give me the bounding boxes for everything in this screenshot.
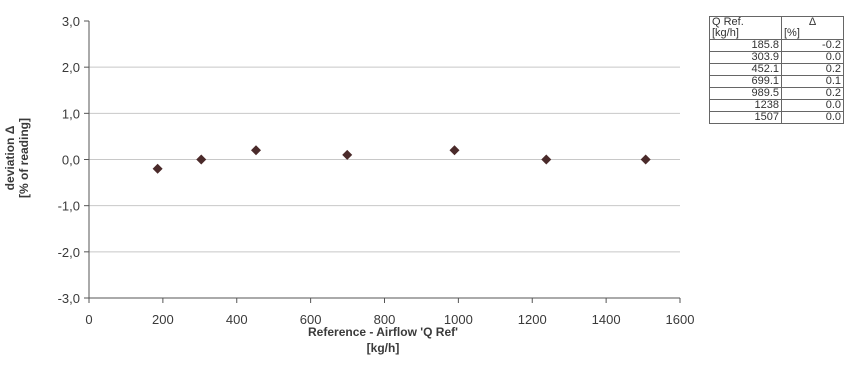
header-delta-name: Δ	[808, 16, 817, 28]
x-tick-label: 200	[152, 312, 174, 327]
data-point-diamond	[640, 154, 651, 165]
y-tick-labels: 3,0 2,0 1,0 0,0 -1,0 -2,0 -3,0	[58, 14, 80, 306]
y-tick-label: -3,0	[58, 291, 80, 306]
table-row: 699.1 0.1	[709, 75, 844, 88]
table-header: Q Ref. [kg/h] Δ [%]	[709, 16, 844, 40]
cell-delta: 0.2	[781, 87, 844, 100]
y-tick-label: -2,0	[58, 245, 80, 260]
cell-delta: 0.1	[781, 75, 844, 88]
cell-q-ref: 185.8	[709, 39, 782, 52]
cell-q-ref: 1238	[709, 99, 782, 112]
data-point-diamond	[250, 145, 261, 156]
header-q-ref-unit: [kg/h]	[712, 27, 739, 39]
header-q-ref-name: Q Ref.	[712, 16, 744, 28]
x-tick-label: 0	[85, 312, 92, 327]
y-axis-title: deviation Δ	[3, 125, 17, 190]
data-table: Q Ref. [kg/h] Δ [%] 185.8 -0.2 303.9 0.0 452…	[709, 16, 844, 124]
cell-q-ref: 989.5	[709, 87, 782, 100]
table-row: 452.1 0.2	[709, 63, 844, 76]
cell-q-ref: 1507	[709, 111, 782, 124]
cell-delta: 0.0	[781, 99, 844, 112]
x-tick-label: 600	[300, 312, 322, 327]
data-table-container: Q Ref. [kg/h] Δ [%] 185.8 -0.2 303.9 0.0 452…	[709, 16, 848, 124]
x-tick-label: 1000	[444, 312, 473, 327]
table-row: 185.8 -0.2	[709, 39, 844, 52]
cell-delta: -0.2	[781, 39, 844, 52]
cell-delta: 0.0	[781, 51, 844, 64]
y-tick-label: 1,0	[62, 106, 80, 121]
header-q-ref: Q Ref. [kg/h]	[709, 16, 782, 40]
scatter-chart: 3,0 2,0 1,0 0,0 -1,0 -2,0 -3,0 0 200 400 600 800 10…	[3, 14, 694, 355]
y-tick-label: -1,0	[58, 199, 80, 214]
table-body: 185.8 -0.2 303.9 0.0 452.1 0.2 699.1 0.1 989.5 0.…	[709, 39, 844, 124]
data-point-diamond	[152, 163, 163, 174]
x-axis-unit: [kg/h]	[367, 341, 400, 355]
data-point-diamond	[541, 154, 552, 165]
x-tick-labels: 0 200 400 600 800 1000 1200 1400 1600	[85, 312, 694, 327]
gridlines	[89, 66, 680, 253]
header-delta: Δ [%]	[781, 16, 844, 40]
cell-q-ref: 303.9	[709, 51, 782, 64]
table-row: 303.9 0.0	[709, 51, 844, 64]
data-point-diamond	[449, 145, 460, 156]
x-tick-label: 800	[374, 312, 396, 327]
data-points	[152, 145, 651, 174]
table-row: 989.5 0.2	[709, 87, 844, 100]
x-tick-label: 1600	[666, 312, 695, 327]
header-delta-unit: [%]	[784, 27, 800, 39]
y-tick-label: 3,0	[62, 14, 80, 29]
table-row: 1507 0.0	[709, 111, 844, 124]
x-axis-title: Reference - Airflow 'Q Ref'	[308, 325, 458, 339]
data-point-diamond	[342, 149, 353, 160]
data-point-diamond	[196, 154, 207, 165]
y-tick-label: 2,0	[62, 60, 80, 75]
cell-delta: 0.2	[781, 63, 844, 76]
cell-delta: 0.0	[781, 111, 844, 124]
x-tick-label: 1400	[592, 312, 621, 327]
x-tick-label: 1200	[518, 312, 547, 327]
axes	[84, 20, 681, 303]
y-axis-unit: [% of reading]	[17, 118, 31, 198]
y-tick-label: 0,0	[62, 153, 80, 168]
cell-q-ref: 699.1	[709, 75, 782, 88]
x-tick-label: 400	[226, 312, 248, 327]
cell-q-ref: 452.1	[709, 63, 782, 76]
table-row: 1238 0.0	[709, 99, 844, 112]
